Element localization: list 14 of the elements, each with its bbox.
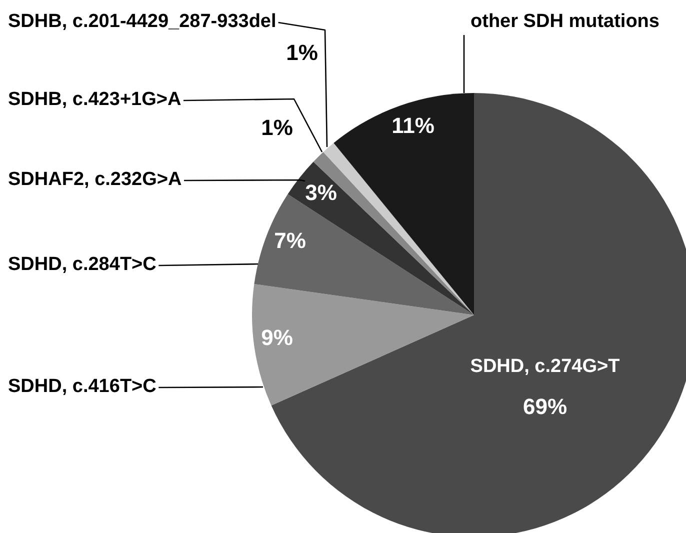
data-label: 1% xyxy=(286,40,318,65)
data-label: 7% xyxy=(274,228,306,253)
data-label: 11% xyxy=(392,113,434,138)
data-label: 1% xyxy=(261,115,293,140)
slice-label: SDHB, c.201-4429_287-933del xyxy=(8,11,276,32)
slice-label: SDHAF2, c.232G>A xyxy=(8,169,182,190)
data-label: 3% xyxy=(305,180,337,205)
slice-label: SDHD, c.274G>T xyxy=(470,356,620,377)
slice-label: SDHD, c.416T>C xyxy=(8,376,157,397)
data-label: 69% xyxy=(522,394,568,419)
slice-label: other SDH mutations xyxy=(470,11,660,32)
slice-label: SDHB, c.423+1G>A xyxy=(8,89,182,110)
slice-label: SDHD, c.284T>C xyxy=(8,254,157,275)
data-label: 9% xyxy=(261,325,293,350)
